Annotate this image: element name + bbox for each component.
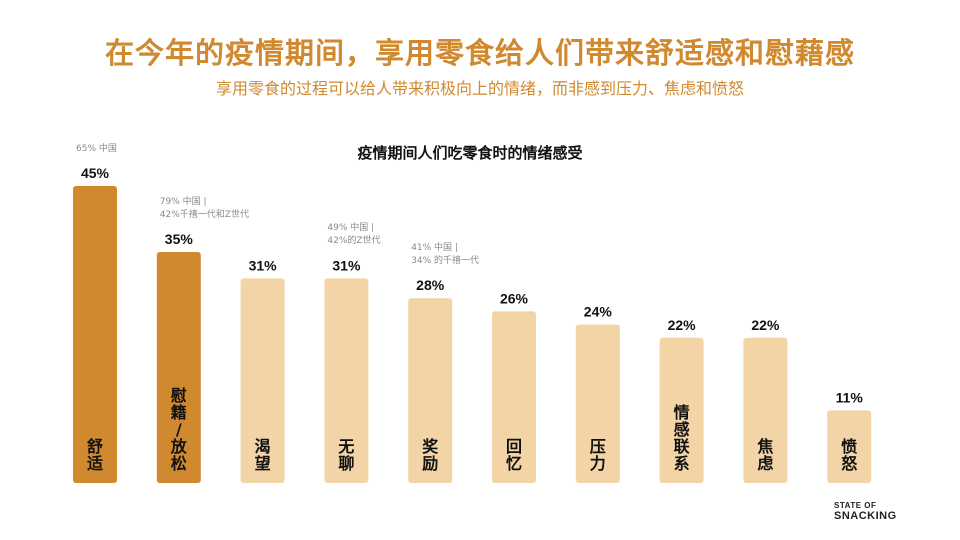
annotation-line: 42%的Z世代 [327, 236, 381, 247]
value-label: 24% [584, 304, 613, 320]
category-label: 压 [590, 437, 606, 456]
bar-3 [240, 278, 285, 483]
brand-logo: STATE OF SNACKING [834, 501, 924, 522]
category-label: 感 [674, 420, 690, 439]
category-label: 奖 [422, 437, 439, 456]
annotation-line: 41% 中国 | [411, 243, 458, 254]
value-label: 35% [165, 231, 194, 247]
category-label: 望 [255, 454, 271, 473]
category-label: 无 [337, 437, 354, 456]
category-label: 忆 [506, 454, 522, 473]
annotation: 79% 中国 | 42%千禧一代和Z世代 [160, 196, 249, 222]
value-label: 31% [332, 257, 361, 273]
annotation-line: 79% 中国 | [159, 197, 207, 207]
bar-2 [156, 252, 201, 483]
bar-6 [492, 311, 536, 483]
value-label: 26% [500, 290, 529, 306]
bar-7 [575, 324, 620, 483]
page-title: 在今年的疫情期间，享用零食给人们带来舒适感和慰藉感 [104, 36, 855, 70]
category-label: 虑 [757, 454, 773, 473]
category-label: 力 [590, 454, 606, 473]
bar-10 [827, 410, 872, 483]
bar-9 [743, 337, 788, 483]
bar-4 [324, 278, 369, 483]
value-label: 22% [668, 317, 697, 333]
category-label: 励 [422, 454, 438, 473]
annotation-line: 42%千禧一代和Z世代 [159, 210, 249, 220]
category-label: 愤 [841, 437, 857, 456]
category-label: 情 [674, 403, 690, 422]
bar-1 [73, 186, 117, 483]
value-label: 11% [836, 389, 864, 405]
value-label: 31% [249, 257, 278, 273]
value-label: 22% [751, 317, 780, 333]
category-label: 焦 [756, 437, 773, 456]
chart-title: 疫情期间人们吃零食时的情绪感受 [357, 144, 583, 162]
annotation-line: 65% 中国 [76, 144, 117, 154]
annotation: 49% 中国 | 42%的Z世代 [327, 222, 380, 248]
category-label: 系 [674, 454, 690, 473]
category-label: 放 [170, 437, 188, 456]
category-label: 怒 [841, 454, 857, 473]
category-label: 渴 [255, 437, 271, 456]
page-subtitle: 享用零食的过程可以给人带来积极向上的情绪，而非感到压力、焦虑和愤怒 [215, 79, 744, 98]
value-label: 28% [416, 277, 445, 293]
annotation-line: 34% 的千禧一代 [411, 256, 480, 267]
annotation-line: 49% 中国 | [327, 223, 375, 234]
category-label: 舒 [87, 437, 103, 456]
category-label: 聊 [338, 454, 354, 473]
bar-8 [659, 337, 704, 483]
category-label: 联 [674, 437, 690, 456]
category-label: 籍 [171, 403, 187, 422]
annotation: 41% 中国 | 34% 的千禧一代 [411, 242, 479, 268]
brand-line-2: SNACKING [834, 510, 897, 522]
category-label: / [176, 420, 182, 439]
category-label: 适 [87, 454, 103, 473]
value-label: 45% [81, 165, 110, 181]
category-label: 回 [506, 437, 522, 456]
annotation: 65% 中国 [76, 143, 117, 156]
bar-5 [408, 298, 453, 483]
brand-line-1: STATE OF [834, 501, 877, 510]
category-label: 慰 [171, 386, 187, 405]
category-label: 松 [171, 454, 187, 473]
